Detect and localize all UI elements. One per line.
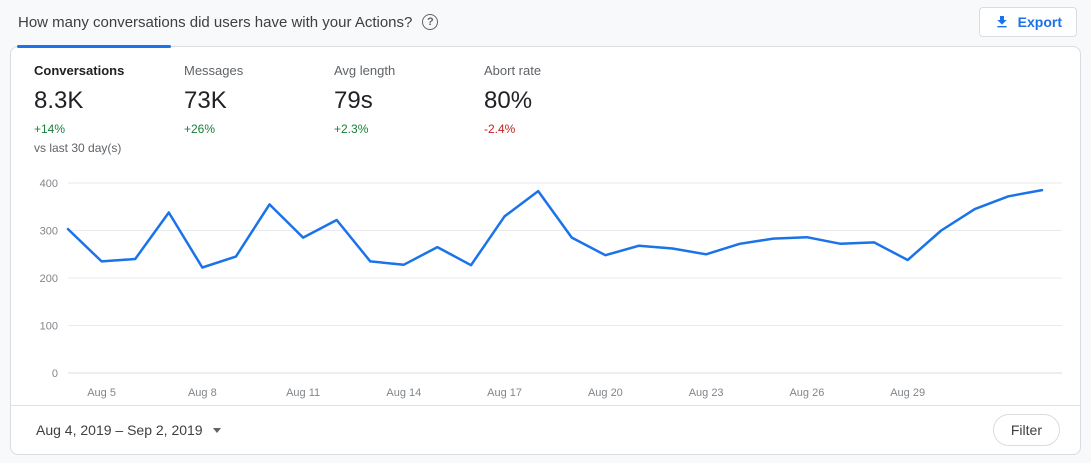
date-range-selector[interactable]: Aug 4, 2019 – Sep 2, 2019 — [36, 422, 221, 438]
metric-label: Conversations — [34, 63, 125, 78]
svg-text:Aug 23: Aug 23 — [689, 387, 724, 399]
svg-text:Aug 17: Aug 17 — [487, 387, 522, 399]
metric-tabs: Conversations 8.3K +14% vs last 30 day(s… — [11, 47, 1080, 155]
conversations-line-chart[interactable]: 0 100 200 300 400 Aug 5 Aug 8 Aug 11 Aug 14 Aug 1… — [22, 169, 1067, 407]
tab-conversations[interactable]: Conversations 8.3K +14% vs last 30 day(s… — [34, 63, 184, 155]
tab-avg-length[interactable]: Avg length 79s +2.3% — [334, 63, 484, 155]
metric-value: 73K — [184, 87, 227, 114]
card-footer: Aug 4, 2019 – Sep 2, 2019 Filter — [11, 405, 1080, 454]
metric-label: Avg length — [334, 63, 396, 78]
metric-value: 8.3K — [34, 87, 84, 114]
svg-text:200: 200 — [40, 273, 58, 285]
svg-text:100: 100 — [40, 321, 58, 333]
conversations-card: Conversations 8.3K +14% vs last 30 day(s… — [10, 45, 1081, 455]
svg-text:Aug 5: Aug 5 — [87, 387, 116, 399]
download-icon — [996, 16, 1007, 28]
export-button[interactable]: Export — [978, 7, 1077, 37]
help-icon[interactable]: ? — [422, 14, 439, 30]
svg-text:Aug 8: Aug 8 — [188, 387, 217, 399]
page-header: How many conversations did users have wi… — [0, 0, 1091, 44]
metric-delta: +2.3% — [334, 122, 369, 136]
svg-text:Aug 20: Aug 20 — [588, 387, 623, 399]
export-label: Export — [1017, 14, 1062, 30]
metric-delta: -2.4% — [484, 122, 516, 136]
svg-text:Aug 11: Aug 11 — [286, 387, 320, 399]
metric-delta: +26% — [184, 122, 216, 136]
page-title: How many conversations did users have wi… — [18, 13, 413, 31]
svg-text:Aug 29: Aug 29 — [890, 387, 925, 399]
title-row: How many conversations did users have wi… — [18, 13, 439, 31]
metric-value: 79s — [334, 87, 373, 114]
metric-value: 80% — [484, 87, 533, 114]
tab-messages[interactable]: Messages 73K +26% — [184, 63, 334, 155]
metric-label: Abort rate — [484, 63, 542, 78]
svg-text:Aug 26: Aug 26 — [789, 387, 824, 399]
chart-area: 0 100 200 300 400 Aug 5 Aug 8 Aug 11 Aug 14 Aug 1… — [11, 155, 1080, 412]
svg-text:300: 300 — [40, 226, 58, 238]
date-range-label: Aug 4, 2019 – Sep 2, 2019 — [36, 422, 203, 438]
svg-text:400: 400 — [40, 178, 58, 190]
metric-note: vs last 30 day(s) — [34, 141, 122, 155]
chevron-down-icon — [212, 427, 221, 433]
active-tab-indicator — [17, 45, 171, 48]
svg-text:Aug 14: Aug 14 — [386, 387, 421, 399]
metric-label: Messages — [184, 63, 244, 78]
metric-delta: +14% — [34, 122, 66, 136]
svg-text:0: 0 — [52, 368, 58, 380]
filter-button[interactable]: Filter — [992, 414, 1060, 446]
tab-abort-rate[interactable]: Abort rate 80% -2.4% — [484, 63, 634, 155]
